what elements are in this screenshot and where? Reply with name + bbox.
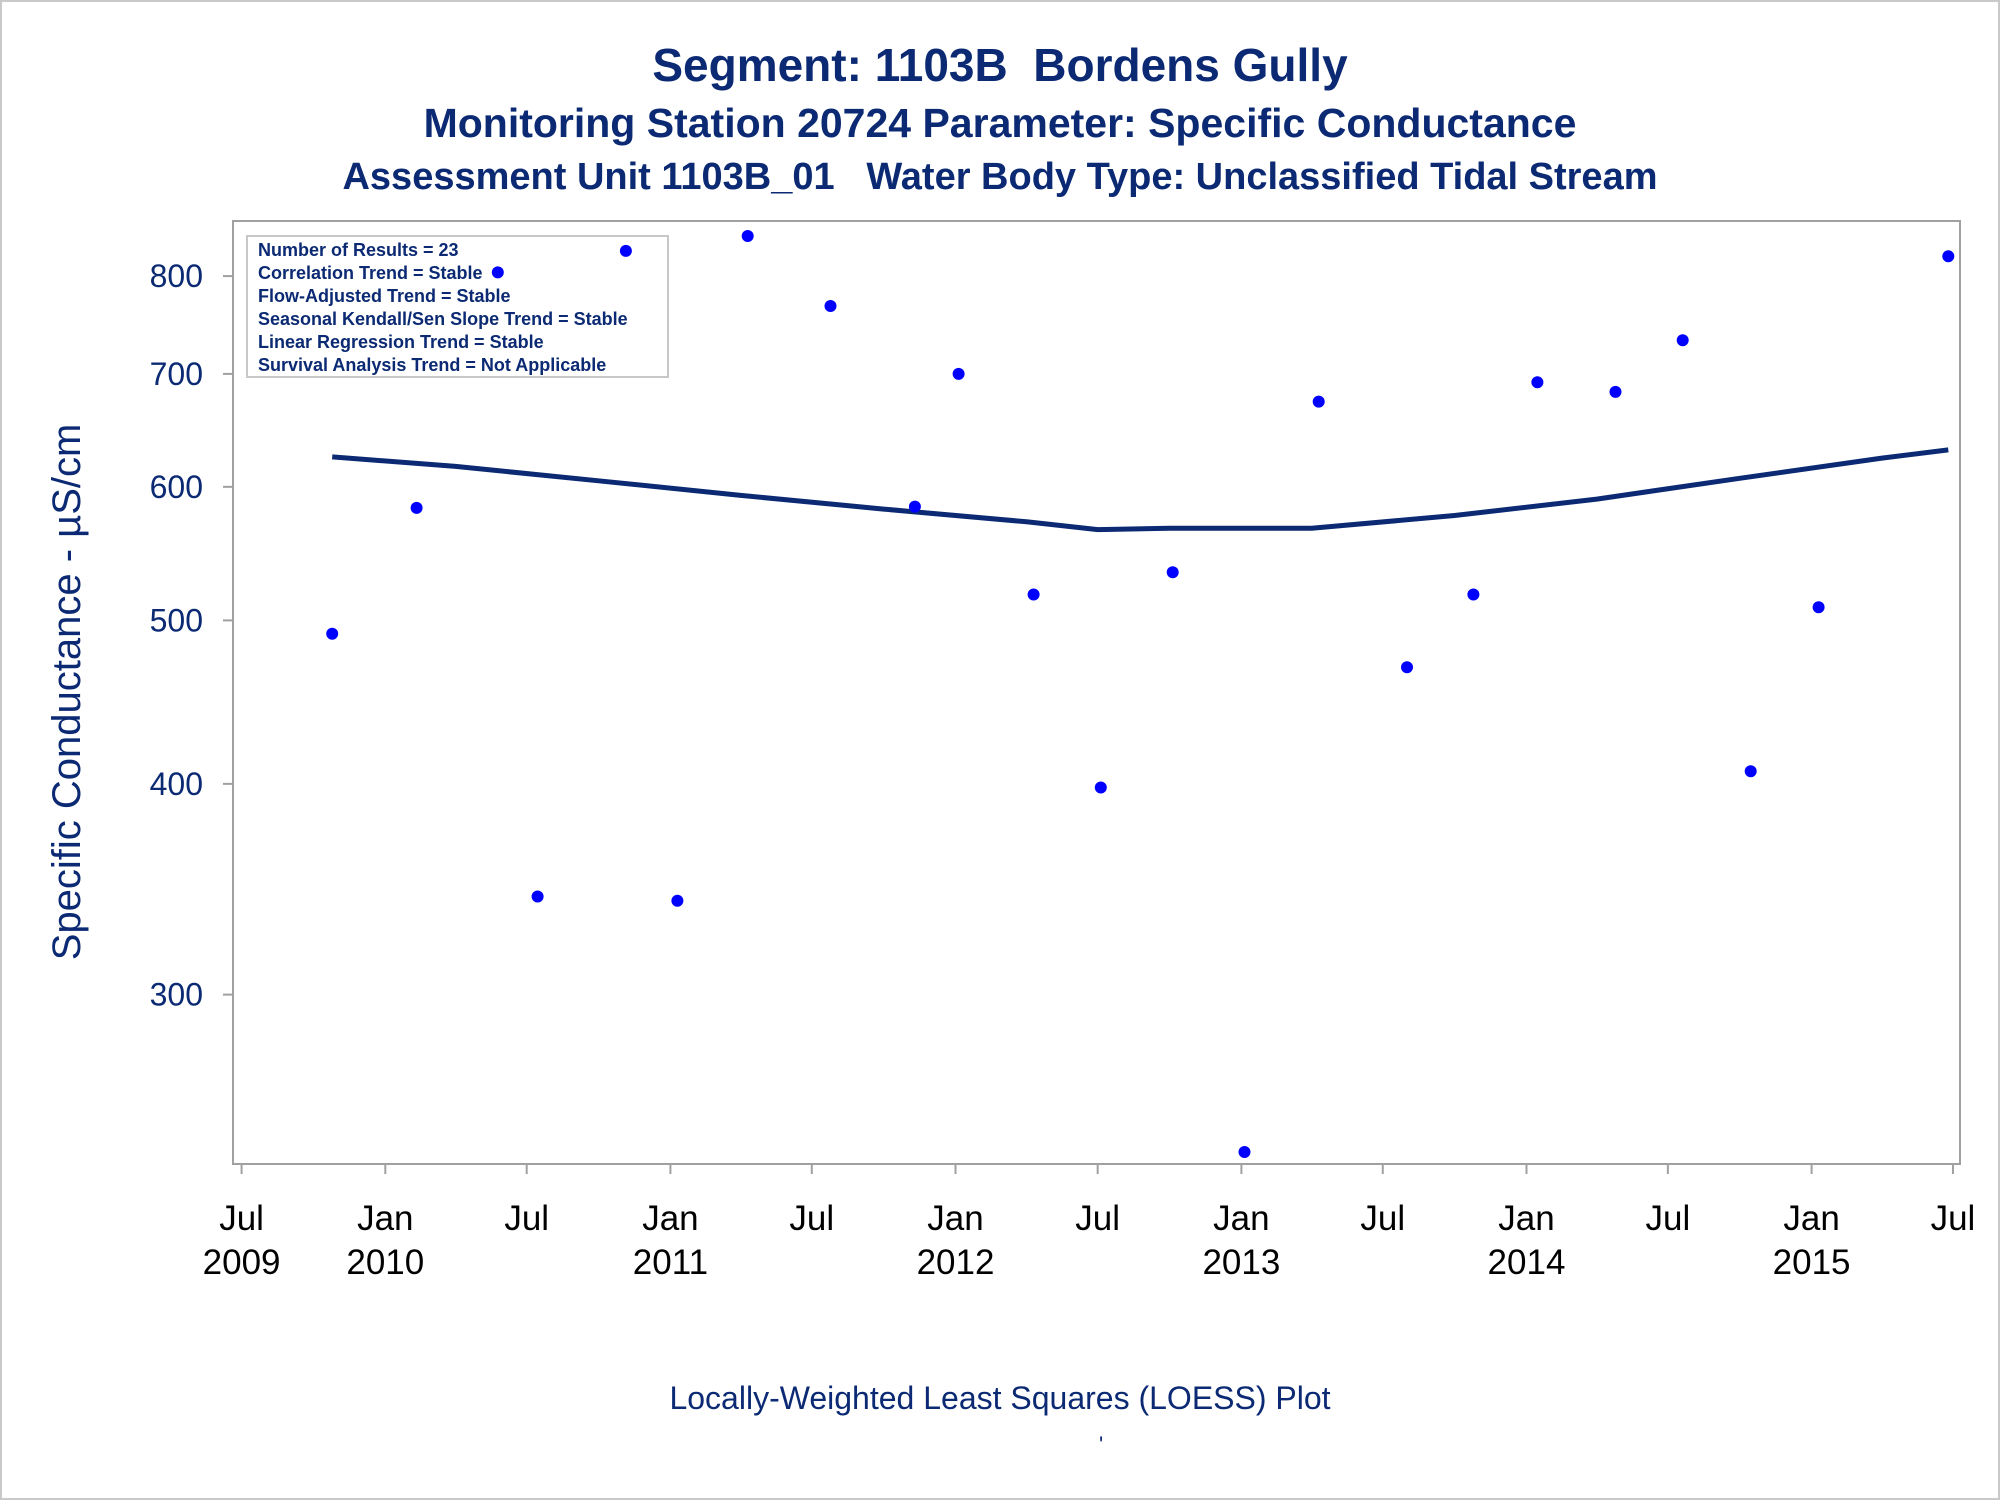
chart-footer: Locally-Weighted Least Squares (LOESS) P…: [669, 1380, 1331, 1416]
data-point: [1531, 376, 1544, 389]
x-tick-label: Jan: [1498, 1199, 1554, 1238]
x-tick-label: Jan: [357, 1199, 413, 1238]
x-tick-year-label: 2009: [203, 1243, 281, 1282]
x-tick-label: Jul: [789, 1199, 834, 1238]
plot-area: [232, 220, 1961, 1165]
y-tick-label: 300: [150, 977, 203, 1013]
data-point: [1312, 395, 1325, 408]
stat-line: Correlation Trend = Stable: [258, 263, 483, 283]
loess-series: [332, 447, 1949, 533]
x-tick-label: Jan: [642, 1199, 698, 1238]
x-tick-label: Jan: [927, 1199, 983, 1238]
x-tick-year-label: 2010: [346, 1243, 424, 1282]
stat-line: Number of Results = 23: [258, 240, 459, 260]
x-tick-label: Jan: [1213, 1199, 1269, 1238]
data-point: [1094, 781, 1107, 794]
y-tick-label: 700: [150, 356, 203, 392]
data-point: [531, 890, 544, 903]
x-tick-year-label: 2012: [917, 1243, 995, 1282]
data-point: [824, 300, 837, 312]
data-point: [491, 266, 504, 279]
data-point: [1812, 601, 1825, 614]
data-point: [619, 244, 632, 257]
x-tick-label: Jul: [1645, 1199, 1690, 1238]
x-tick-label: Jul: [1931, 1199, 1976, 1238]
data-point: [326, 627, 339, 640]
data-point: [952, 367, 965, 380]
stats-box: Number of Results = 23 Correlation Trend…: [246, 235, 669, 378]
data-point: [1609, 385, 1622, 398]
loess-line: [332, 447, 1949, 533]
x-tick-label: Jul: [504, 1199, 549, 1238]
data-point: [1676, 334, 1689, 347]
chart-subtitle: Monitoring Station 20724 Parameter: Spec…: [423, 100, 1577, 146]
y-tick-label: 600: [150, 469, 203, 505]
x-tick-year-label: 2014: [1488, 1243, 1566, 1282]
x-tick-year-label: 2013: [1202, 1243, 1280, 1282]
stats-box-border: [246, 235, 669, 378]
x-tick-label: Jul: [219, 1199, 264, 1238]
stat-line: Linear Regression Trend = Stable: [258, 332, 544, 352]
data-point: [1942, 250, 1955, 263]
x-tick-label: Jul: [1360, 1199, 1405, 1238]
x-tick-year-label: 2011: [633, 1243, 708, 1282]
data-point: [1027, 588, 1040, 601]
data-point: [1401, 661, 1413, 674]
x-tick-year-label: 2015: [1773, 1243, 1851, 1282]
y-tick-label: 800: [150, 258, 203, 294]
data-point: [671, 894, 684, 907]
y-axis-label: Specific Conductance - µS/cm: [45, 424, 89, 961]
x-axis: Jul 2009 Jan 2010 Jul Jan 2011 Jul Jan 2012 Jul Jan…: [203, 1164, 1976, 1282]
x-tick-label: Jul: [1075, 1199, 1120, 1238]
y-axis: 300 400 500 600 700 800: [150, 258, 233, 1013]
data-point: [410, 501, 423, 514]
data-point: [1467, 588, 1480, 601]
y-tick-label: 400: [150, 766, 203, 802]
stat-line: Flow-Adjusted Trend = Stable: [258, 286, 511, 306]
scatter-series: [326, 230, 1955, 1158]
chart-title: Segment: 1103B Bordens Gully: [652, 39, 1348, 91]
data-point: [1238, 1146, 1251, 1158]
y-tick-label: 500: [150, 602, 203, 638]
x-tick-label: Jan: [1783, 1199, 1839, 1238]
stat-line: Survival Analysis Trend = Not Applicable: [258, 355, 606, 375]
data-point: [1744, 765, 1757, 778]
stat-line: Seasonal Kendall/Sen Slope Trend = Stabl…: [258, 309, 628, 329]
chart-subtitle-2: Assessment Unit 1103B_01 Water Body Type…: [342, 156, 1658, 198]
data-point: [908, 500, 921, 513]
footer-mark: ': [1099, 1432, 1104, 1457]
data-point: [1166, 566, 1179, 579]
data-point: [741, 230, 754, 242]
